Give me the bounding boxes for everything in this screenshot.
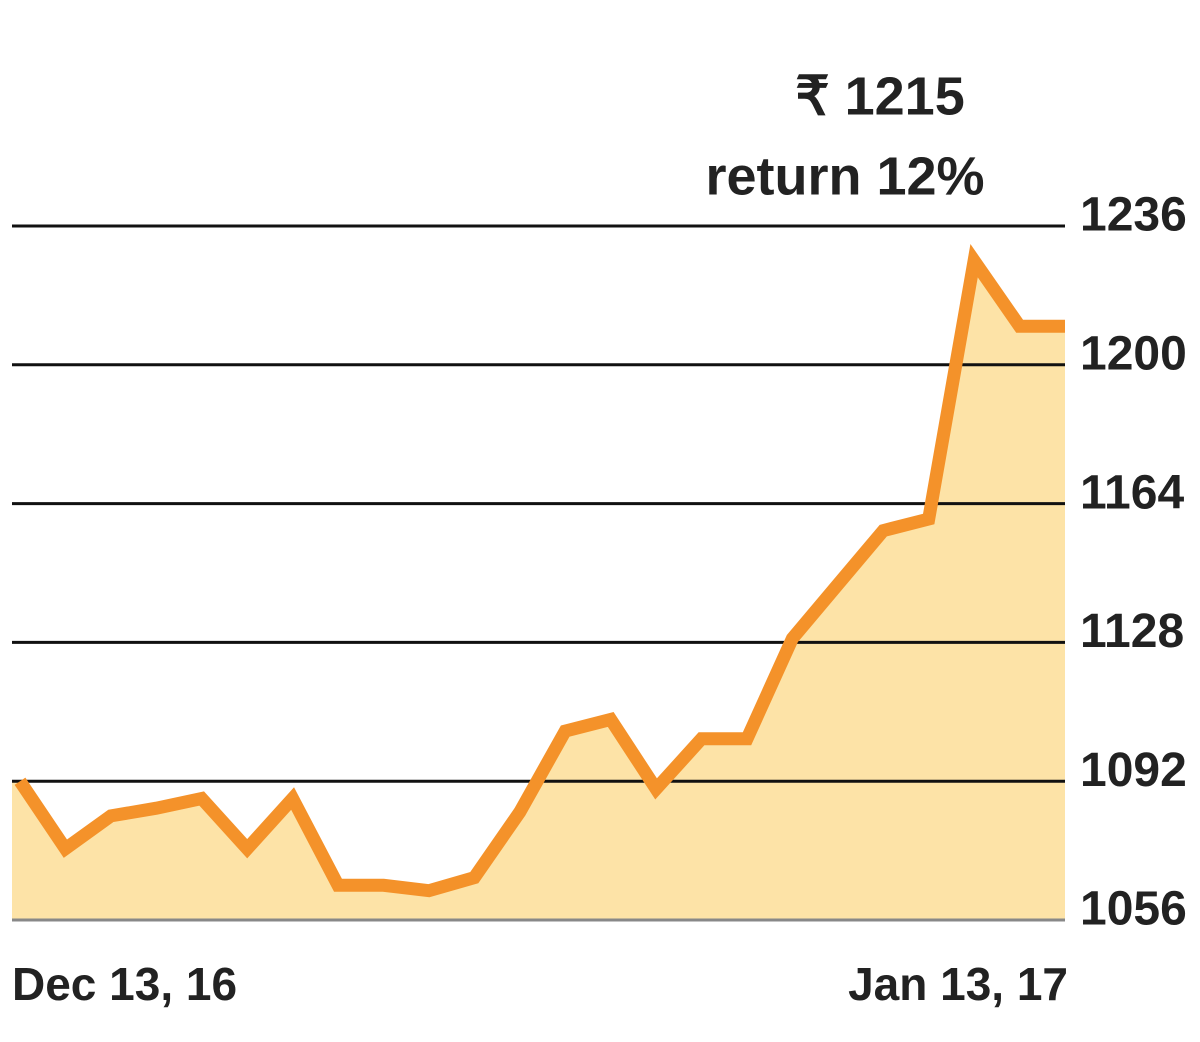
y-tick-label: 1164 [1080, 466, 1184, 519]
x-tick-label: Dec 13, 16 [12, 958, 237, 1010]
y-tick-label: 1128 [1080, 605, 1184, 658]
annotation: ₹ 1215 [795, 66, 965, 126]
y-tick-label: 1200 [1080, 327, 1187, 380]
y-tick-label: 1236 [1080, 189, 1187, 242]
x-tick-label: Jan 13, 17 [848, 958, 1068, 1010]
area-fill [12, 260, 1065, 920]
annotation: return 12% [705, 146, 984, 206]
y-tick-label: 1056 [1080, 883, 1187, 936]
line [14, 244, 1065, 898]
y-tick-label: 1092 [1080, 744, 1187, 797]
